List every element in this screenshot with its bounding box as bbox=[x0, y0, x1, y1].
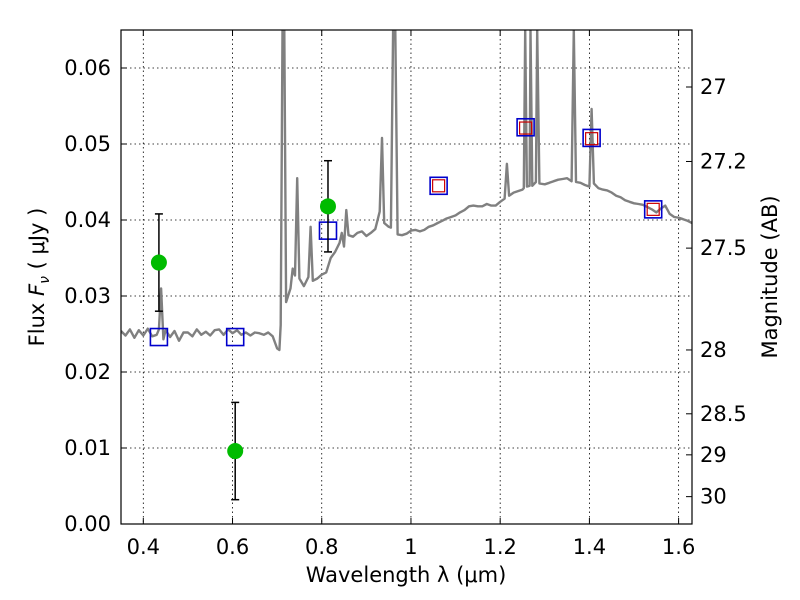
y-tick-label: 0.00 bbox=[64, 512, 111, 536]
chart: 0.4 0.6 0.8 1 1.2 1.4 1.6 0.00 0.01 0.02 0.03 0.04 0… bbox=[0, 0, 800, 600]
observed-point bbox=[228, 444, 243, 459]
y2-tick-label: 29 bbox=[700, 443, 727, 467]
y2-tick-label: 27.2 bbox=[700, 149, 747, 173]
x-tick-label: 0.4 bbox=[127, 535, 160, 559]
y2-tick-label: 27.5 bbox=[700, 236, 747, 260]
x-tick-label: 1.6 bbox=[662, 535, 695, 559]
chart-background bbox=[0, 0, 800, 600]
y-axis-label-subscript: ν bbox=[37, 276, 53, 284]
x-tick-label: 0.6 bbox=[216, 535, 249, 559]
y-tick-label: 0.06 bbox=[64, 56, 111, 80]
y-axis-label-prefix: Flux bbox=[25, 296, 49, 346]
x-tick-label: 1.2 bbox=[483, 535, 516, 559]
x-tick-label: 0.8 bbox=[305, 535, 338, 559]
y2-tick-label: 28.5 bbox=[700, 402, 747, 426]
observed-point bbox=[320, 199, 335, 214]
y-tick-label: 0.04 bbox=[64, 208, 111, 232]
y2-axis-label: Magnitude (AB) bbox=[758, 195, 782, 358]
y2-tick-label: 28 bbox=[700, 338, 727, 362]
y-axis-label: Flux Fν ( μJy ) bbox=[25, 208, 53, 347]
x-tick-label: 1 bbox=[404, 535, 417, 559]
observed-point bbox=[151, 255, 166, 270]
x-tick-label: 1.4 bbox=[573, 535, 606, 559]
y2-tick-label: 30 bbox=[700, 485, 727, 509]
y-axis-label-symbol: F bbox=[25, 283, 49, 296]
y-axis-label-suffix: ( μJy ) bbox=[25, 208, 49, 276]
y-tick-label: 0.02 bbox=[64, 360, 111, 384]
y-tick-label: 0.01 bbox=[64, 436, 111, 460]
x-axis-label: Wavelength λ (μm) bbox=[306, 563, 507, 587]
y-tick-label: 0.05 bbox=[64, 132, 111, 156]
y2-tick-label: 27 bbox=[700, 75, 727, 99]
y-tick-label: 0.03 bbox=[64, 284, 111, 308]
